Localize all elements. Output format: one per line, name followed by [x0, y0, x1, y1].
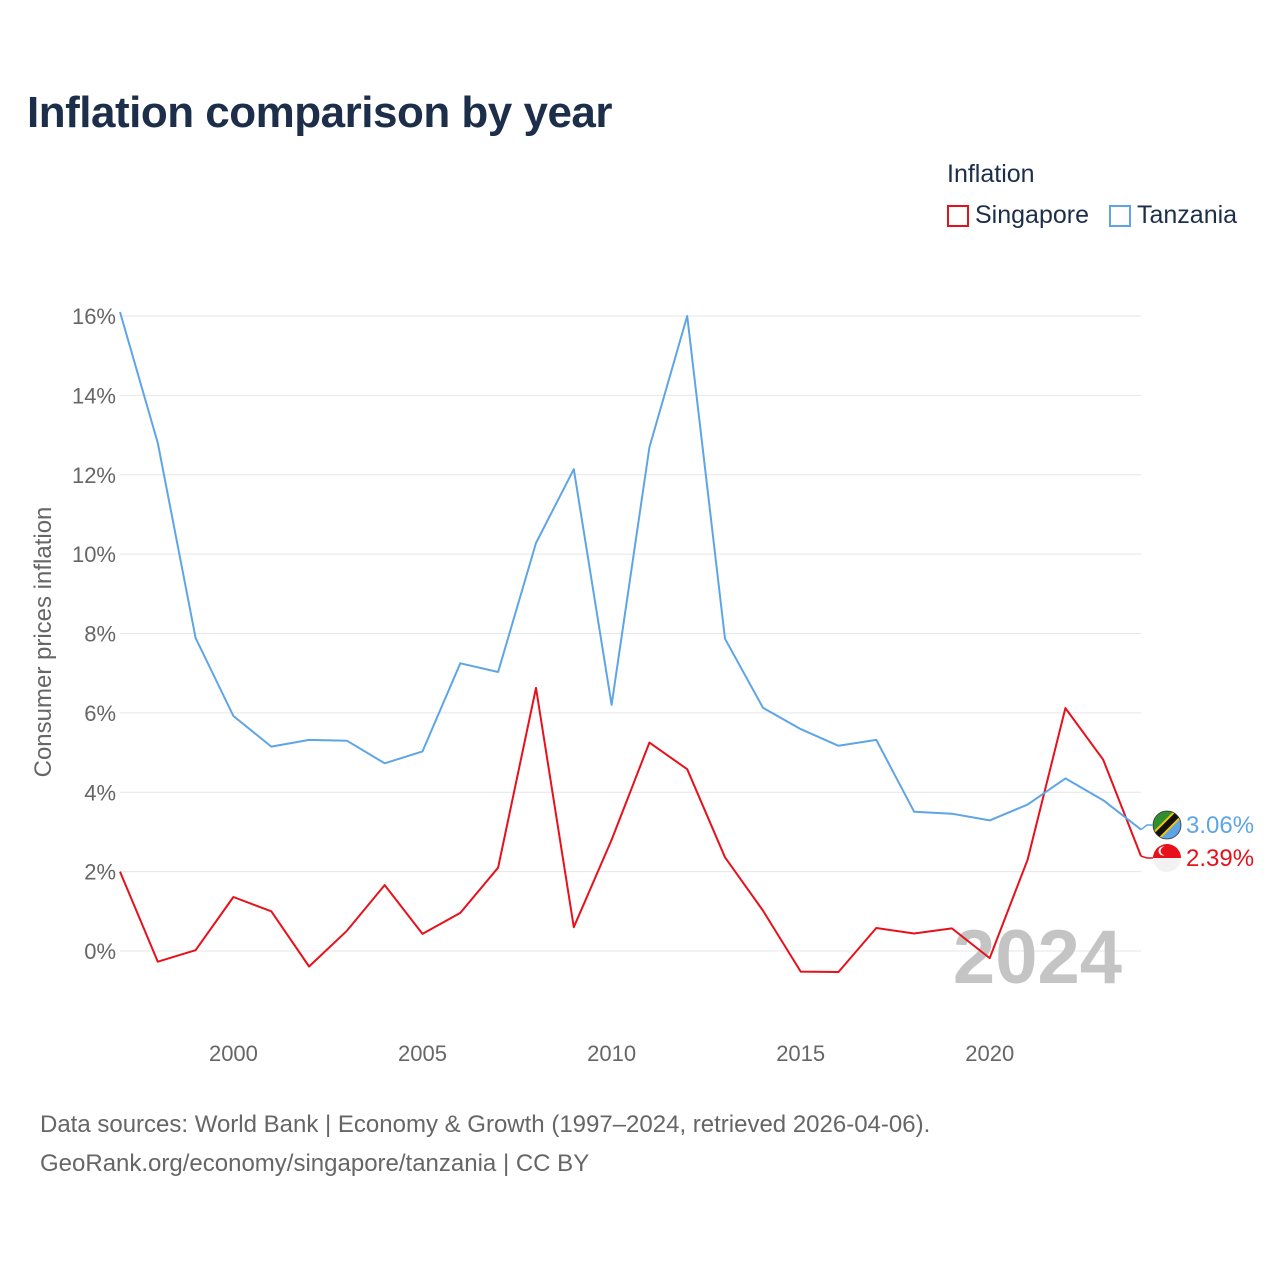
legend-label-singapore: Singapore	[975, 201, 1089, 229]
legend-title: Inflation	[947, 160, 1035, 188]
end-connector-singapore	[1140, 855, 1153, 859]
end-label-singapore: 2.39%	[1186, 845, 1254, 872]
y-tick-label: 12%	[72, 463, 116, 488]
year-watermark: 2024	[953, 915, 1122, 1000]
legend-label-tanzania: Tanzania	[1136, 201, 1238, 229]
singapore-flag-icon	[1153, 844, 1181, 872]
end-label-tanzania: 3.06%	[1186, 812, 1254, 839]
footer-link[interactable]: GeoRank.org/economy/singapore/tanzania |…	[40, 1150, 590, 1177]
legend-swatch-singapore	[947, 204, 969, 227]
page-title: Inflation comparison by year	[27, 88, 613, 137]
y-tick-label: 0%	[84, 939, 116, 964]
footer-sources: Data sources: World Bank | Economy & Gro…	[40, 1111, 931, 1138]
legend-item-singapore[interactable]: Singapore	[947, 201, 1089, 230]
grid-lines	[120, 315, 1141, 952]
series-lines	[119, 311, 1142, 973]
y-tick-label: 14%	[72, 383, 116, 408]
tanzania-flag-icon	[1152, 810, 1182, 840]
legend: Inflation Singapore Tanzania	[947, 160, 1237, 230]
x-tick-label: 2015	[776, 1041, 825, 1066]
y-tick-label: 16%	[72, 304, 116, 329]
footer: Data sources: World Bank | Economy & Gro…	[40, 1105, 930, 1183]
series-line-tanzania[interactable]	[119, 311, 1142, 831]
x-axis-ticks: 2000 2005 2010 2015 2020	[209, 1041, 1014, 1066]
y-tick-label: 6%	[84, 701, 116, 726]
y-axis-ticks: 0% 2% 4% 6% 8% 10% 12% 14% 16%	[72, 304, 116, 964]
x-tick-label: 2020	[965, 1041, 1014, 1066]
x-tick-label: 2000	[209, 1041, 258, 1066]
legend-item-tanzania[interactable]: Tanzania	[1108, 201, 1238, 230]
end-connector-tanzania	[1140, 824, 1153, 831]
y-tick-label: 2%	[84, 860, 116, 885]
x-tick-label: 2005	[398, 1041, 447, 1066]
y-tick-label: 10%	[72, 542, 116, 567]
end-markers: 2.39% 3.06%	[1140, 810, 1254, 872]
y-tick-label: 4%	[84, 780, 116, 805]
legend-swatch-tanzania	[1108, 204, 1131, 227]
series-line-singapore[interactable]	[119, 686, 1142, 973]
x-tick-label: 2010	[587, 1041, 636, 1066]
y-axis-label: Consumer prices inflation	[30, 507, 57, 778]
y-tick-label: 8%	[84, 622, 116, 647]
